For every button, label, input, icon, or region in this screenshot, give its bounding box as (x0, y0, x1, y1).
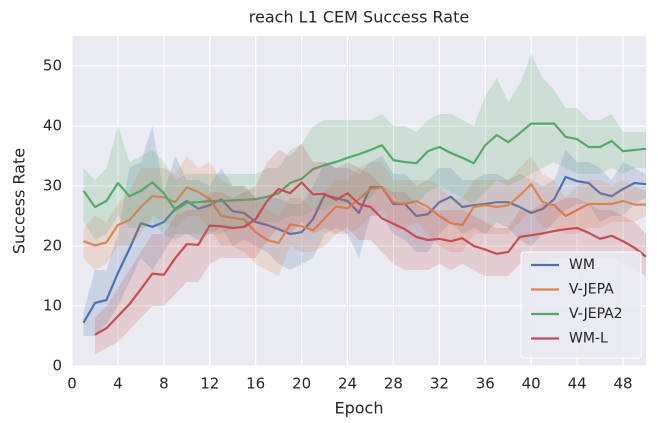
legend-label: V-JEPA (569, 282, 614, 298)
series-line (94, 181, 647, 336)
series-line (83, 183, 646, 247)
x-tick-label: 0 (67, 375, 77, 393)
y-tick-label: 10 (43, 297, 62, 315)
x-tick-label: 48 (613, 375, 632, 393)
y-tick-label: 30 (43, 177, 62, 195)
y-tick-label: 0 (52, 357, 62, 375)
series-line (82, 175, 647, 324)
confidence-band (94, 144, 646, 354)
series-line (82, 122, 647, 212)
y-tick-label: 50 (43, 57, 62, 75)
x-tick-label: 4 (113, 375, 123, 393)
x-tick-label: 28 (384, 375, 403, 393)
confidence-band (83, 126, 647, 336)
x-axis-label: Epoch (335, 399, 384, 418)
confidence-band (83, 156, 647, 276)
y-axis-label: Success Rate (10, 148, 29, 254)
y-tick-label: 40 (43, 117, 62, 135)
chart-title: reach L1 CEM Success Rate (249, 8, 469, 27)
x-tick-label: 44 (568, 375, 587, 393)
x-tick-label: 36 (476, 375, 495, 393)
legend-box (520, 251, 642, 359)
x-tick-label: 32 (430, 375, 449, 393)
legend-label: WM (569, 257, 595, 273)
x-tick-label: 8 (159, 375, 169, 393)
x-tick-label: 24 (338, 375, 357, 393)
legend-label: WM-L (569, 331, 608, 347)
x-tick-label: 12 (200, 375, 219, 393)
x-tick-label: 40 (522, 375, 541, 393)
x-tick-label: 16 (246, 375, 265, 393)
legend-label: V-JEPA2 (569, 306, 623, 322)
confidence-band (83, 54, 647, 240)
y-tick-label: 20 (43, 237, 62, 255)
x-tick-label: 20 (292, 375, 311, 393)
